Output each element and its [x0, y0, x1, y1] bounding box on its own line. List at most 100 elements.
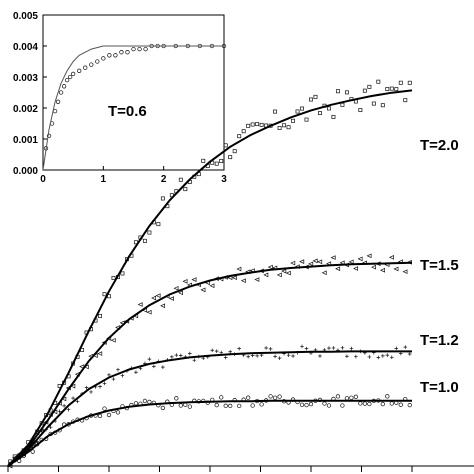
data-point — [250, 353, 255, 358]
data-point — [102, 406, 107, 411]
data-point — [188, 351, 192, 356]
inset-data-point — [77, 68, 82, 73]
data-point — [366, 253, 372, 259]
data-point — [331, 114, 336, 119]
inset-y-tick-label: 0.004 — [13, 42, 38, 53]
data-point — [398, 402, 403, 407]
data-point — [152, 364, 156, 369]
inset-x-tick-label: 3 — [221, 174, 227, 185]
data-point — [142, 398, 148, 404]
data-point — [151, 295, 157, 301]
data-point — [300, 344, 304, 349]
data-point — [345, 354, 349, 359]
inset-x-tick-label: 2 — [161, 174, 167, 185]
data-point — [241, 129, 246, 134]
inset-data-point — [131, 46, 136, 52]
inset-fit-line — [42, 45, 224, 171]
data-point — [335, 266, 341, 272]
data-point — [223, 403, 228, 408]
data-point — [327, 106, 331, 111]
data-point — [358, 401, 363, 406]
data-point — [403, 345, 408, 349]
data-point — [155, 293, 161, 299]
inset-annotation: T=0.6 — [108, 103, 147, 120]
data-point — [353, 266, 359, 271]
data-point — [182, 278, 188, 284]
data-point — [268, 347, 273, 351]
data-point — [142, 238, 147, 243]
inset-data-point — [137, 46, 142, 52]
inset-data-point — [107, 53, 112, 58]
data-point — [156, 222, 161, 227]
data-point — [389, 86, 394, 91]
data-point — [290, 260, 296, 266]
data-point — [304, 117, 309, 122]
data-point — [201, 158, 206, 163]
series-T=1.2: T=1.2 — [7, 332, 459, 467]
data-point — [237, 134, 242, 139]
data-point — [223, 355, 228, 360]
data-point — [259, 122, 264, 127]
data-point — [147, 399, 152, 405]
data-point — [407, 402, 412, 408]
data-point — [263, 272, 269, 278]
data-point — [340, 345, 345, 350]
data-point — [394, 87, 399, 92]
data-point — [398, 80, 403, 85]
data-point — [318, 111, 322, 116]
main-plot: T=2.0 T=1.5 T=1.2 T=1.0 — [0, 79, 474, 472]
data-point — [219, 159, 224, 163]
data-point — [57, 409, 62, 414]
inset-data-point — [61, 84, 67, 89]
data-point — [357, 256, 363, 262]
inset-points — [43, 43, 227, 151]
data-point — [106, 412, 112, 418]
data-point — [322, 401, 327, 406]
data-point — [335, 394, 341, 399]
data-point — [178, 290, 183, 296]
data-point — [62, 404, 66, 408]
data-point — [376, 355, 381, 360]
data-point — [327, 346, 331, 350]
data-point — [120, 271, 125, 276]
data-point — [273, 354, 277, 359]
data-point — [161, 365, 165, 369]
data-point — [318, 354, 322, 358]
data-point — [273, 109, 278, 114]
data-point — [98, 313, 102, 318]
data-point — [344, 90, 349, 95]
data-point — [331, 346, 336, 350]
data-point — [299, 259, 305, 264]
inset-data-point — [119, 50, 124, 55]
data-point — [66, 407, 71, 412]
series-label: T=1.0 — [420, 379, 459, 396]
data-point — [219, 350, 224, 355]
data-point — [272, 395, 278, 400]
data-point — [285, 270, 291, 276]
data-point — [146, 309, 152, 315]
data-point — [160, 196, 165, 201]
data-point — [340, 102, 345, 107]
data-point — [75, 399, 80, 404]
inset-data-point — [95, 59, 100, 64]
data-point — [232, 149, 237, 154]
data-point — [402, 269, 408, 275]
series-T=2.0: T=2.0 — [7, 79, 459, 467]
inset-data-point — [101, 56, 106, 61]
data-point — [89, 390, 93, 394]
data-point — [358, 108, 363, 113]
series-label: T=2.0 — [420, 137, 459, 154]
inset-y-tick-label: 0.003 — [13, 73, 38, 84]
data-point — [381, 354, 385, 358]
data-point — [147, 357, 152, 361]
data-point — [312, 258, 318, 264]
inset-y-tick-label: 0.001 — [13, 135, 38, 146]
data-point — [210, 348, 215, 353]
inset-data-point — [143, 46, 148, 52]
series-label: T=1.5 — [420, 257, 459, 274]
data-point — [282, 123, 287, 128]
data-point — [246, 123, 251, 128]
data-point — [48, 425, 53, 429]
data-point — [250, 403, 255, 408]
